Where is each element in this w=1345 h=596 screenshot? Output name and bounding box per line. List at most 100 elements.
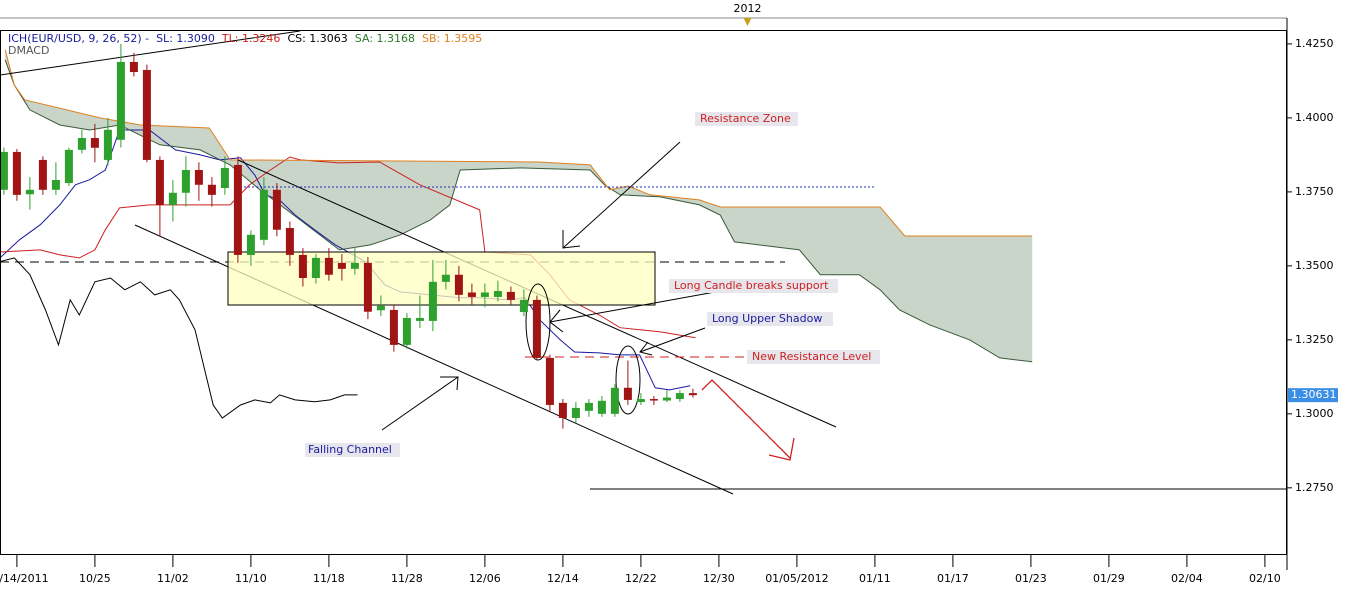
trend-line — [0, 30, 301, 76]
last-price-box — [1288, 388, 1338, 403]
candle-body — [376, 305, 385, 311]
y-tick-label: 1.2750 — [1295, 481, 1334, 494]
arrow-head — [440, 376, 459, 391]
label-box — [305, 443, 400, 457]
x-tick-label: 11/28 — [391, 572, 423, 585]
header-item: SA: 1.3168 — [355, 32, 415, 45]
candle-body — [64, 149, 73, 184]
arrow-head — [639, 341, 653, 356]
candle-body — [233, 164, 242, 255]
header-item: ICH(EUR/USD, 9, 26, 52) - — [8, 32, 149, 45]
indicator-line — [0, 257, 358, 419]
annotation: Resistance Zone — [700, 112, 791, 125]
x-tick-label: 10/25 — [79, 572, 111, 585]
candle-body — [298, 254, 307, 278]
x-tick-label: 01/11 — [859, 572, 891, 585]
candle-body — [142, 69, 151, 160]
candle-body — [246, 234, 255, 255]
header-item: CS: 1.3063 — [287, 32, 347, 45]
header-item: SB: 1.3595 — [422, 32, 482, 45]
candle-body — [545, 357, 554, 405]
arrow — [562, 141, 681, 249]
candle-body — [415, 317, 424, 321]
annotation: New Resistance Level — [752, 350, 871, 363]
candle-body — [103, 129, 112, 160]
label-box — [669, 279, 838, 293]
candle-body — [571, 407, 580, 418]
y-tick-label: 1.3250 — [1295, 333, 1334, 346]
subtitle: DMACD — [8, 44, 49, 57]
x-tick-label: 12/14 — [547, 572, 579, 585]
x-tick-label: 12/06 — [469, 572, 501, 585]
annotation-labels: Resistance Zone Long Candle breaks suppo… — [305, 112, 880, 457]
candle-body — [467, 292, 476, 297]
annotation: Long Upper Shadow — [712, 312, 822, 325]
candle-body — [441, 274, 450, 282]
projection-arrow — [701, 379, 791, 459]
x-tick-label: 01/05/2012 — [765, 572, 828, 585]
candle-body — [389, 309, 398, 345]
label-box — [707, 312, 833, 326]
header-item: SL: 1.3090 — [156, 32, 215, 45]
x-tick-label: 01/17 — [937, 572, 969, 585]
candle-body — [77, 138, 86, 150]
annotation: Falling Channel — [308, 443, 392, 456]
candle-body — [428, 281, 437, 321]
candle-body — [129, 61, 138, 73]
x-tick-label: 01/23 — [1015, 572, 1047, 585]
label-box — [747, 350, 880, 364]
candle-body — [597, 400, 606, 414]
candle-body — [584, 402, 593, 411]
candle-body — [324, 257, 333, 275]
x-tick-label: 10/14/2011 — [0, 572, 49, 585]
candle-body — [636, 399, 645, 402]
y-tick-label: 1.4250 — [1295, 37, 1334, 50]
candle-body — [363, 262, 372, 312]
candle-body — [649, 399, 658, 401]
header: ICH(EUR/USD, 9, 26, 52) - SL: 1.3090 TL: 1… — [8, 32, 482, 45]
candle-body — [285, 227, 294, 255]
indicator-line — [4, 49, 1033, 237]
header-item: TL: 1.3246 — [221, 32, 281, 45]
arrow-head — [562, 230, 581, 249]
candle-body — [12, 151, 21, 195]
y-tick-label: 1.3500 — [1295, 259, 1334, 272]
candle-body — [51, 180, 60, 190]
axes-layer: 1.4250 1.4000 1.3750 1.3500 1.3250 1.3000 1.27… — [0, 2, 1338, 585]
candle-body — [272, 189, 281, 230]
indicator-line — [4, 59, 1033, 363]
candle-body — [168, 192, 177, 205]
year-label: 2012 — [734, 2, 762, 15]
candle-body — [220, 167, 229, 189]
arrow-head — [768, 437, 795, 461]
x-tick-label: 11/18 — [313, 572, 345, 585]
candle-body — [558, 402, 567, 418]
y-tick-label: 1.3750 — [1295, 185, 1334, 198]
drawings — [0, 30, 1287, 495]
candle-body — [311, 257, 320, 278]
indicator-layer — [0, 49, 1033, 419]
x-tick-label: 02/10 — [1249, 572, 1281, 585]
candle-body — [207, 184, 216, 195]
candle-body — [610, 387, 619, 414]
candle-body — [38, 159, 47, 190]
candle-body — [402, 317, 411, 345]
candle-body — [662, 397, 671, 401]
label-box — [695, 112, 798, 126]
indicator-line — [0, 129, 691, 391]
x-tick-label: 11/02 — [157, 572, 189, 585]
candle-body — [506, 291, 515, 300]
y-tick-label: 1.3000 — [1295, 407, 1334, 420]
x-tick-label: 02/04 — [1171, 572, 1203, 585]
resistance-zone-box — [227, 251, 656, 306]
arrow — [381, 376, 459, 431]
y-tick-label: 1.4000 — [1295, 111, 1334, 124]
candle-body — [480, 292, 489, 297]
last-price-label: 1.30631 — [1291, 388, 1337, 401]
candle-body — [116, 61, 125, 140]
arrow — [639, 327, 706, 353]
year-marker — [743, 18, 752, 26]
candle-body — [623, 387, 632, 400]
